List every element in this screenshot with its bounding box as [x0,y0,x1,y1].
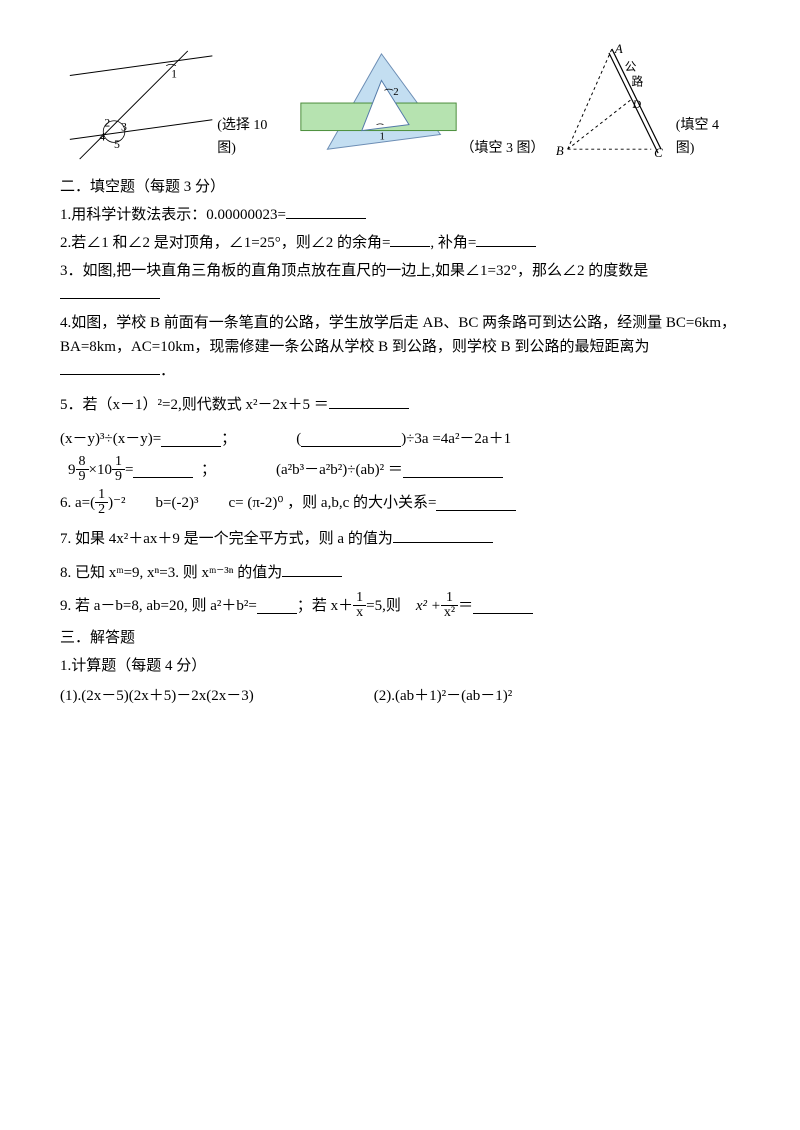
fig1-label-2: 2 [104,116,110,130]
q2-1-text: 1.用科学计数法表示：0.00000023= [60,207,286,223]
q2-9b-mid: =5,则 [366,594,416,618]
q2-6-pre: 6. a=( [60,491,95,515]
q2-3-text: 3．如图,把一块直角三角板的直角顶点放在直尺的一边上,如果∠1=32°，那么∠2… [60,263,648,279]
den: 9 [112,470,125,484]
q2-2b: , 补角= [430,235,476,251]
fig1-label-5: 5 [114,137,120,151]
q2-9-row: 9. 若 a－b=8, ab=20, 则 a²＋b²= ；若 x＋ 1x =5,… [60,591,740,620]
q2-6-row: 6. a=( 12 )⁻² b=(-2)³ c= (π-2)⁰ ，则 a,b,c… [60,488,740,517]
den: 9 [76,470,89,484]
blank [60,359,160,375]
blank [476,231,536,247]
fig1-label-1: 1 [171,66,177,80]
blank [161,431,221,447]
q2-5b-left: (x－y)³÷(x－y)= [60,427,161,451]
num: 1 [353,591,366,606]
q3-sub: 1.计算题（每题 4 分） [60,654,740,678]
q2-4: 4.如图，学校 B 前面有一条笔直的公路，学生放学后走 AB、BC 两条路可到达… [60,311,740,383]
num: 1 [95,488,108,503]
blank [329,393,409,409]
q2-5-text: 5．若（x－1）²=2,则代数式 x²－2x＋5 ＝ [60,397,329,413]
blank [133,462,193,478]
figure-2-caption: （填空 3 图） [460,138,543,165]
q3-p2: (2).(ab＋1)²－(ab－1)² [374,684,513,708]
blank [301,431,401,447]
blank [282,561,342,577]
q2-8: 8. 已知 xᵐ=9, xⁿ=3. 则 xᵐ⁻³ⁿ 的值为 [60,561,740,585]
blank [473,598,533,614]
fig3-label-A: A [614,42,623,56]
figure-2-svg: 2 1 [293,45,460,165]
q2-8-text: 8. 已知 xᵐ=9, xⁿ=3. 则 xᵐ⁻³ⁿ 的值为 [60,565,282,581]
sep: ； [221,427,236,451]
den: x² [441,606,458,620]
q2-9b-pre: ；若 x＋ [297,594,353,618]
q2-2a: 2.若∠1 和∠2 是对顶角，∠1=25°，则∠2 的余角= [60,235,390,251]
q2-4-text: 4.如图，学校 B 前面有一条笔直的公路，学生放学后走 AB、BC 两条路可到达… [60,315,736,355]
q2-5b-row: (x－y)³÷(x－y)= ； ()÷3a =4a²－2a＋1 [60,427,740,451]
q2-5b-rpost: )÷3a =4a²－2a＋1 [401,427,511,451]
q2-2: 2.若∠1 和∠2 是对顶角，∠1=25°，则∠2 的余角= , 补角= [60,231,740,255]
frac-1-x: 1x [353,591,366,620]
frac-1-2: 12 [95,488,108,517]
den: 2 [95,503,108,517]
q2-5c-pre: 9 [68,458,76,482]
fig3-label-C: C [654,146,663,160]
figure-2: 2 1 （填空 3 图） [293,45,543,165]
fig2-label-2: 2 [394,86,399,98]
figure-1-svg: 1 2 3 4 5 [60,45,217,165]
q2-5c-mid: ×10 [89,458,112,482]
frac-8-9: 89 [76,455,89,484]
sep: ； [201,458,216,482]
fig1-label-4: 4 [99,129,105,143]
q2-7-text: 7. 如果 4x²＋ax＋9 是一个完全平方式，则 a 的值为 [60,531,393,547]
q3-p1: (1).(2x－5)(2x＋5)－2x(2x－3) [60,684,254,708]
fig3-label-D: D [632,97,642,111]
figure-1: 1 2 3 4 5 (选择 10 图) [60,45,288,165]
q3-problems: (1).(2x－5)(2x＋5)－2x(2x－3) (2).(ab＋1)²－(a… [60,684,740,708]
den: x [353,606,366,620]
blank [436,495,516,511]
num: 1 [441,591,458,606]
q2-5c-post: = [125,458,133,482]
fig2-label-1: 1 [380,130,385,142]
blank [257,598,297,614]
figure-3: A B C D 公 路 (填空 4 图) [548,40,740,165]
q2-4-end: ． [160,363,175,379]
blank [60,283,160,299]
figure-3-svg: A B C D 公 路 [548,40,676,165]
figure-1-caption: (选择 10 图) [217,115,288,165]
num: 8 [76,455,89,470]
blank [286,203,366,219]
fig1-label-3: 3 [121,120,127,134]
q2-9a: 9. 若 a－b=8, ab=20, 则 a²＋b²= [60,594,257,618]
blank [393,527,493,543]
figure-3-caption: (填空 4 图) [676,115,740,165]
fig3-label-B: B [556,144,564,158]
q2-7: 7. 如果 4x²＋ax＋9 是一个完全平方式，则 a 的值为 [60,527,740,551]
q2-1: 1.用科学计数法表示：0.00000023= [60,203,740,227]
figures-row: 1 2 3 4 5 (选择 10 图) 2 1 （填空 3 图） A [60,40,740,165]
q2-3: 3．如图,把一块直角三角板的直角顶点放在直尺的一边上,如果∠1=32°，那么∠2… [60,259,740,307]
q2-6-mid: )⁻² b=(-2)³ c= (π-2)⁰ ，则 a,b,c 的大小关系= [108,491,436,515]
q2-5c-right: (a²b³－a²b²)÷(ab)² ＝ [276,458,403,482]
num: 1 [112,455,125,470]
blank [390,231,430,247]
x2plus: x² + [416,594,441,618]
fig3-label-road2: 路 [632,74,644,88]
q2-5c-row: 9 89 ×10 19 = ； (a²b³－a²b²)÷(ab)² ＝ [60,455,740,484]
section-2-title: 二．填空题（每题 3 分） [60,175,740,199]
section-3-title: 三．解答题 [60,626,740,650]
blank [403,462,503,478]
q2-5: 5．若（x－1）²=2,则代数式 x²－2x＋5 ＝ [60,393,740,417]
frac-1-9: 19 [112,455,125,484]
fig3-label-road1: 公 [625,60,637,74]
q2-9b-post: ＝ [458,594,473,618]
frac-1-x2: 1x² [441,591,458,620]
